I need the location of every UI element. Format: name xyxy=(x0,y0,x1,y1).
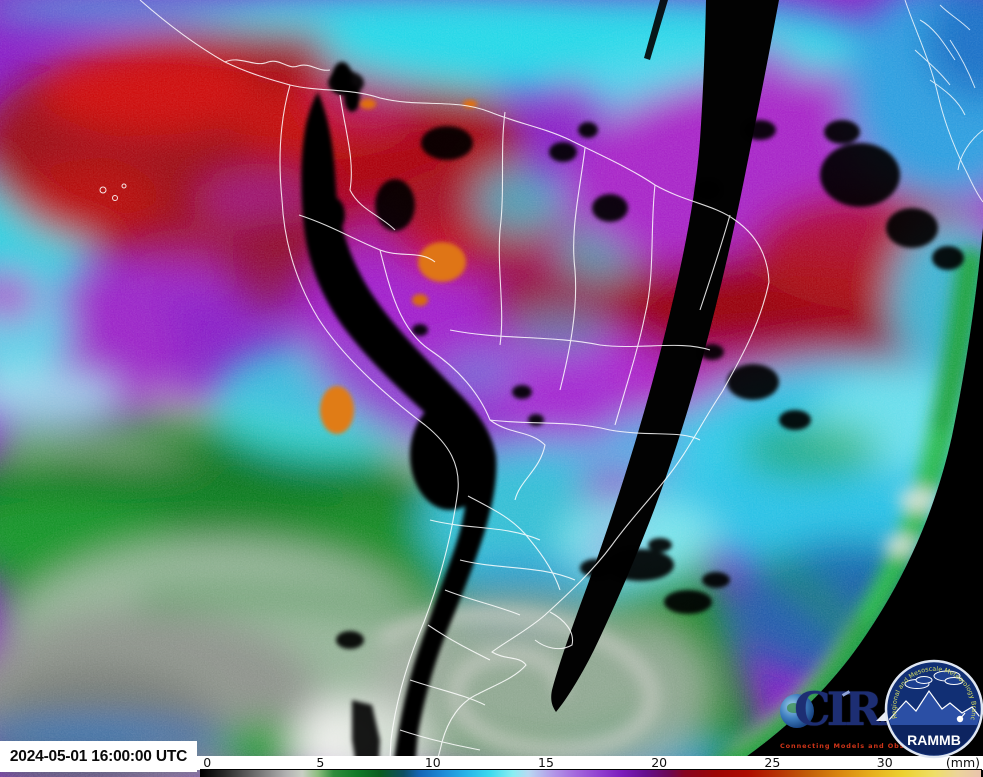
colorbar-ticks: (mm) 0 5 10 15 20 25 30 xyxy=(197,756,983,770)
space-mask xyxy=(716,228,983,777)
rammb-acronym: RAMMB xyxy=(907,732,961,748)
data-gap-swath xyxy=(551,0,779,712)
colorbar-tick-label: 20 xyxy=(651,755,668,770)
galapagos-outline xyxy=(99,183,127,201)
colorbar-tick-label: 5 xyxy=(316,755,325,770)
colorbar-tick-label: 30 xyxy=(876,755,893,770)
colorbar-unit-label: (mm) xyxy=(945,755,980,770)
extreme-moisture-blobs xyxy=(320,99,477,434)
cira-globe-icon xyxy=(780,694,814,728)
rammb-clouds-icon xyxy=(904,670,964,689)
rammb-logo: Regional and Mesoscale Meteorology Branc… xyxy=(882,651,983,760)
colorbar-tick-label: 0 xyxy=(203,755,212,770)
cira-tagline: Connecting Models and Observations xyxy=(780,742,948,750)
colorbar-tick-label: 15 xyxy=(538,755,554,770)
colorbar-tick-label: 25 xyxy=(764,755,781,770)
africa-coastline-overlay xyxy=(904,0,983,203)
coastline-border-overlay xyxy=(139,0,770,777)
rammb-dish-icon xyxy=(956,712,966,723)
colorbar-gradient xyxy=(200,769,982,777)
cira-dish-icon xyxy=(876,710,887,721)
rammb-badge-art: Regional and Mesoscale Meteorology Branc… xyxy=(882,651,983,759)
cloud-mask-blobs xyxy=(328,71,964,649)
timestamp-label: 2024-05-01 16:00:00 UTC xyxy=(0,741,197,772)
colorbar-tick-label: 10 xyxy=(424,755,441,770)
